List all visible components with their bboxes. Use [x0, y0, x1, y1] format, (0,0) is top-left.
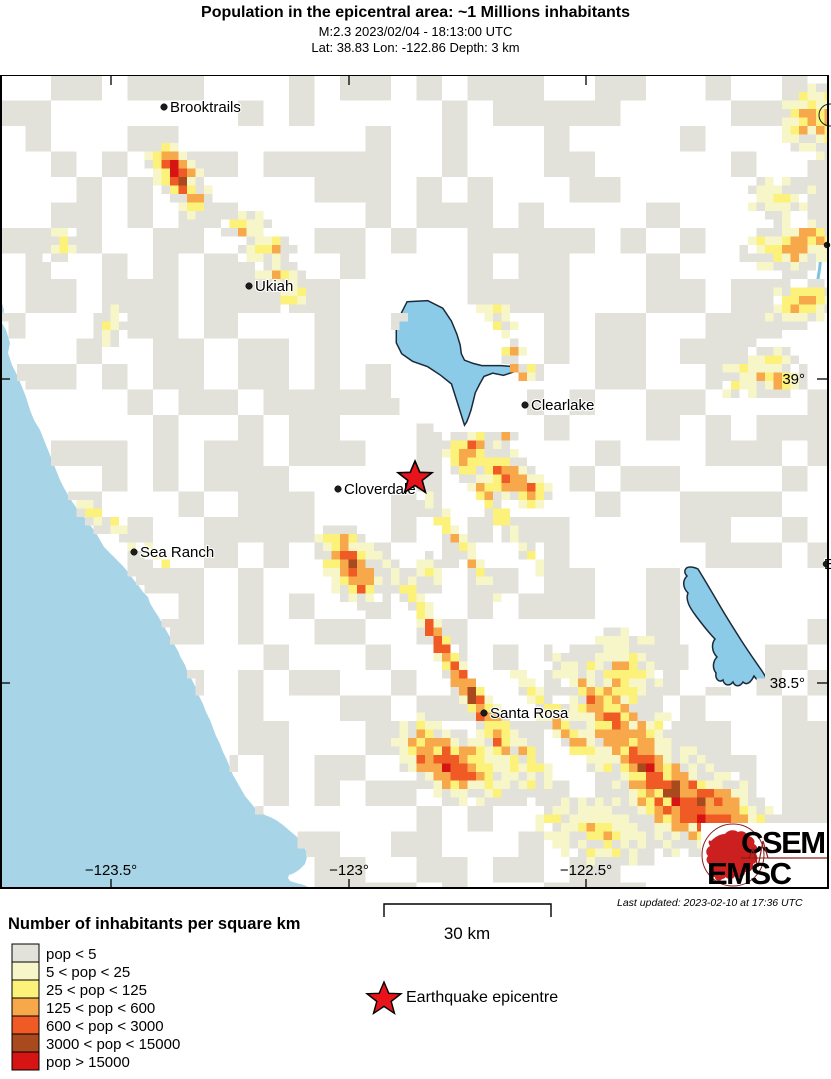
- svg-text:EMSC: EMSC: [707, 856, 792, 889]
- svg-text:Brooktrails: Brooktrails: [170, 99, 241, 116]
- svg-text:25 < pop < 125: 25 < pop < 125: [46, 982, 147, 999]
- svg-text:pop > 15000: pop > 15000: [46, 1054, 130, 1071]
- svg-text:Clearlake: Clearlake: [531, 397, 594, 414]
- svg-text:600 < pop < 3000: 600 < pop < 3000: [46, 1018, 164, 1035]
- svg-text:pop < 5: pop < 5: [46, 946, 96, 963]
- svg-text:−123.5°: −123.5°: [85, 862, 137, 879]
- svg-text:CSEM: CSEM: [741, 825, 825, 860]
- svg-text:39°: 39°: [782, 371, 805, 388]
- svg-text:30 km: 30 km: [444, 924, 490, 943]
- svg-text:38.5°: 38.5°: [770, 675, 805, 692]
- svg-text:−123°: −123°: [329, 862, 369, 879]
- svg-text:−122.5°: −122.5°: [560, 862, 612, 879]
- svg-text:Number of inhabitants per squa: Number of inhabitants per square km: [8, 915, 300, 933]
- svg-text:Sea Ranch: Sea Ranch: [140, 544, 214, 561]
- svg-text:Earthquake epicentre: Earthquake epicentre: [406, 989, 558, 1006]
- svg-text:125 < pop < 600: 125 < pop < 600: [46, 1000, 155, 1017]
- svg-text:Ukiah: Ukiah: [255, 278, 293, 295]
- svg-text:3000 < pop < 15000: 3000 < pop < 15000: [46, 1036, 180, 1053]
- svg-text:Santa Rosa: Santa Rosa: [490, 705, 569, 722]
- svg-text:Last updated: 2023-02-10 at 17: Last updated: 2023-02-10 at 17:36 UTC: [617, 897, 803, 909]
- svg-text:5 < pop < 25: 5 < pop < 25: [46, 964, 130, 981]
